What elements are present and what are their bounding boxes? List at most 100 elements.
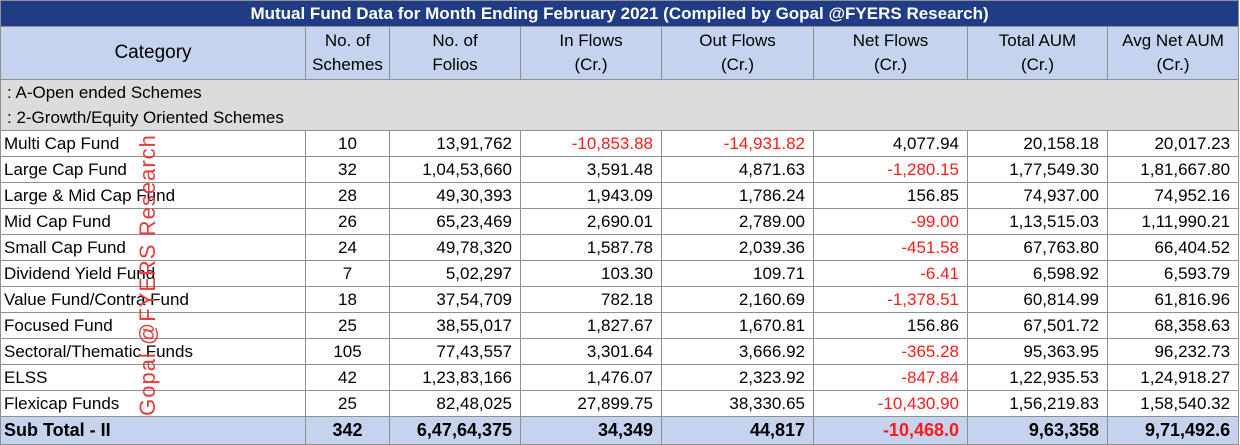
cell-folios: 49,30,393 — [389, 182, 521, 209]
cell-outflows: 2,039.36 — [661, 234, 814, 261]
cell-schemes: 10 — [305, 130, 390, 157]
cell-category: Large Cap Fund — [0, 156, 306, 183]
cell-folios: 1,23,83,166 — [389, 364, 521, 391]
cell-netflows: -6.41 — [813, 260, 968, 287]
cell-folios: 1,04,53,660 — [389, 156, 521, 183]
cell-outflows: -14,931.82 — [661, 130, 814, 157]
cell-avg-aum: 66,404.52 — [1106, 234, 1240, 261]
subtotal-total-aum: 9,63,358 — [967, 416, 1108, 445]
cell-aum: 74,937.00 — [967, 182, 1108, 209]
header-netflows: Net Flows (Cr.) — [813, 26, 968, 80]
subtotal-schemes: 342 — [305, 416, 390, 445]
cell-inflows: 1,587.78 — [520, 234, 662, 261]
cell-avg-aum: 1,58,540.32 — [1106, 390, 1240, 417]
header-outflows: Out Flows (Cr.) — [661, 26, 814, 80]
cell-avg-aum: 1,11,990.21 — [1106, 208, 1240, 235]
cell-aum: 20,158.18 — [967, 130, 1108, 157]
cell-schemes: 7 — [305, 260, 390, 287]
cell-category: Flexicap Funds — [0, 390, 306, 417]
cell-outflows: 1,786.24 — [661, 182, 814, 209]
cell-folios: 13,91,762 — [389, 130, 521, 157]
cell-netflows: 4,077.94 — [813, 130, 968, 157]
cell-inflows: 3,301.64 — [520, 338, 662, 365]
cell-schemes: 18 — [305, 286, 390, 313]
cell-avg-aum: 1,24,918.27 — [1106, 364, 1240, 391]
cell-aum: 95,363.95 — [967, 338, 1108, 365]
cell-aum: 1,77,549.30 — [967, 156, 1108, 183]
table-row: Sectoral/Thematic Funds 105 77,43,557 3,301… — [0, 338, 1240, 365]
table-row: Multi Cap Fund 10 13,91,762 -10,853.88 -14,9… — [0, 130, 1240, 157]
cell-folios: 38,55,017 — [389, 312, 521, 339]
cell-avg-aum: 20,017.23 — [1106, 130, 1240, 157]
header-avg-aum: Avg Net AUM (Cr.) — [1106, 26, 1240, 80]
cell-avg-aum: 74,952.16 — [1106, 182, 1240, 209]
cell-category: Focused Fund — [0, 312, 306, 339]
header-schemes: No. of Schemes — [305, 26, 390, 80]
table-row: Value Fund/Contra Fund 18 37,54,709 782.18 2… — [0, 286, 1240, 313]
subtotal-avg-aum: 9,71,492.6 — [1106, 416, 1240, 445]
cell-category: Mid Cap Fund — [0, 208, 306, 235]
subtotal-row: Sub Total - II 342 6,47,64,375 34,349 44… — [0, 416, 1240, 445]
cell-inflows: 1,476.07 — [520, 364, 662, 391]
cell-inflows: 782.18 — [520, 286, 662, 313]
cell-schemes: 26 — [305, 208, 390, 235]
cell-schemes: 105 — [305, 338, 390, 365]
cell-avg-aum: 1,81,667.80 — [1106, 156, 1240, 183]
cell-aum: 67,501.72 — [967, 312, 1108, 339]
cell-outflows: 109.71 — [661, 260, 814, 287]
cell-folios: 37,54,709 — [389, 286, 521, 313]
section-label-growth-equity: : 2-Growth/Equity Oriented Schemes — [0, 105, 1240, 131]
cell-schemes: 25 — [305, 390, 390, 417]
cell-outflows: 2,323.92 — [661, 364, 814, 391]
cell-schemes: 42 — [305, 364, 390, 391]
header-total-aum: Total AUM (Cr.) — [967, 26, 1108, 80]
cell-schemes: 28 — [305, 182, 390, 209]
cell-category: Large & Mid Cap Fund — [0, 182, 306, 209]
cell-netflows: -99.00 — [813, 208, 968, 235]
cell-folios: 82,48,025 — [389, 390, 521, 417]
cell-folios: 5,02,297 — [389, 260, 521, 287]
cell-avg-aum: 68,358.63 — [1106, 312, 1240, 339]
cell-inflows: 27,899.75 — [520, 390, 662, 417]
subtotal-netflows: -10,468.0 — [813, 416, 968, 445]
cell-inflows: 3,591.48 — [520, 156, 662, 183]
cell-folios: 65,23,469 — [389, 208, 521, 235]
table-row: Large & Mid Cap Fund 28 49,30,393 1,943.09 1… — [0, 182, 1240, 209]
cell-inflows: 1,943.09 — [520, 182, 662, 209]
cell-category: Small Cap Fund — [0, 234, 306, 261]
cell-aum: 1,13,515.03 — [967, 208, 1108, 235]
cell-inflows: -10,853.88 — [520, 130, 662, 157]
cell-outflows: 2,789.00 — [661, 208, 814, 235]
cell-avg-aum: 6,593.79 — [1106, 260, 1240, 287]
cell-outflows: 4,871.63 — [661, 156, 814, 183]
cell-folios: 49,78,320 — [389, 234, 521, 261]
cell-inflows: 1,827.67 — [520, 312, 662, 339]
cell-netflows: 156.86 — [813, 312, 968, 339]
table-row: ELSS 42 1,23,83,166 1,476.07 2,323.92 -847.84… — [0, 364, 1240, 391]
cell-outflows: 3,666.92 — [661, 338, 814, 365]
cell-schemes: 32 — [305, 156, 390, 183]
cell-folios: 77,43,557 — [389, 338, 521, 365]
header-folios: No. of Folios — [389, 26, 521, 80]
cell-netflows: 156.85 — [813, 182, 968, 209]
cell-netflows: -1,280.15 — [813, 156, 968, 183]
header-inflows: In Flows (Cr.) — [520, 26, 662, 80]
cell-netflows: -365.28 — [813, 338, 968, 365]
cell-category: Sectoral/Thematic Funds — [0, 338, 306, 365]
cell-schemes: 24 — [305, 234, 390, 261]
cell-category: Multi Cap Fund — [0, 130, 306, 157]
cell-inflows: 2,690.01 — [520, 208, 662, 235]
cell-aum: 60,814.99 — [967, 286, 1108, 313]
table-row: Small Cap Fund 24 49,78,320 1,587.78 2,039.3… — [0, 234, 1240, 261]
subtotal-label: Sub Total - II — [0, 416, 306, 445]
section-label-open-ended: : A-Open ended Schemes — [0, 79, 1240, 105]
cell-netflows: -847.84 — [813, 364, 968, 391]
cell-netflows: -10,430.90 — [813, 390, 968, 417]
cell-schemes: 25 — [305, 312, 390, 339]
cell-aum: 6,598.92 — [967, 260, 1108, 287]
cell-category: Value Fund/Contra Fund — [0, 286, 306, 313]
table-title: Mutual Fund Data for Month Ending Februa… — [0, 0, 1240, 27]
cell-outflows: 2,160.69 — [661, 286, 814, 313]
table-row: Large Cap Fund 32 1,04,53,660 3,591.48 4,871… — [0, 156, 1240, 183]
